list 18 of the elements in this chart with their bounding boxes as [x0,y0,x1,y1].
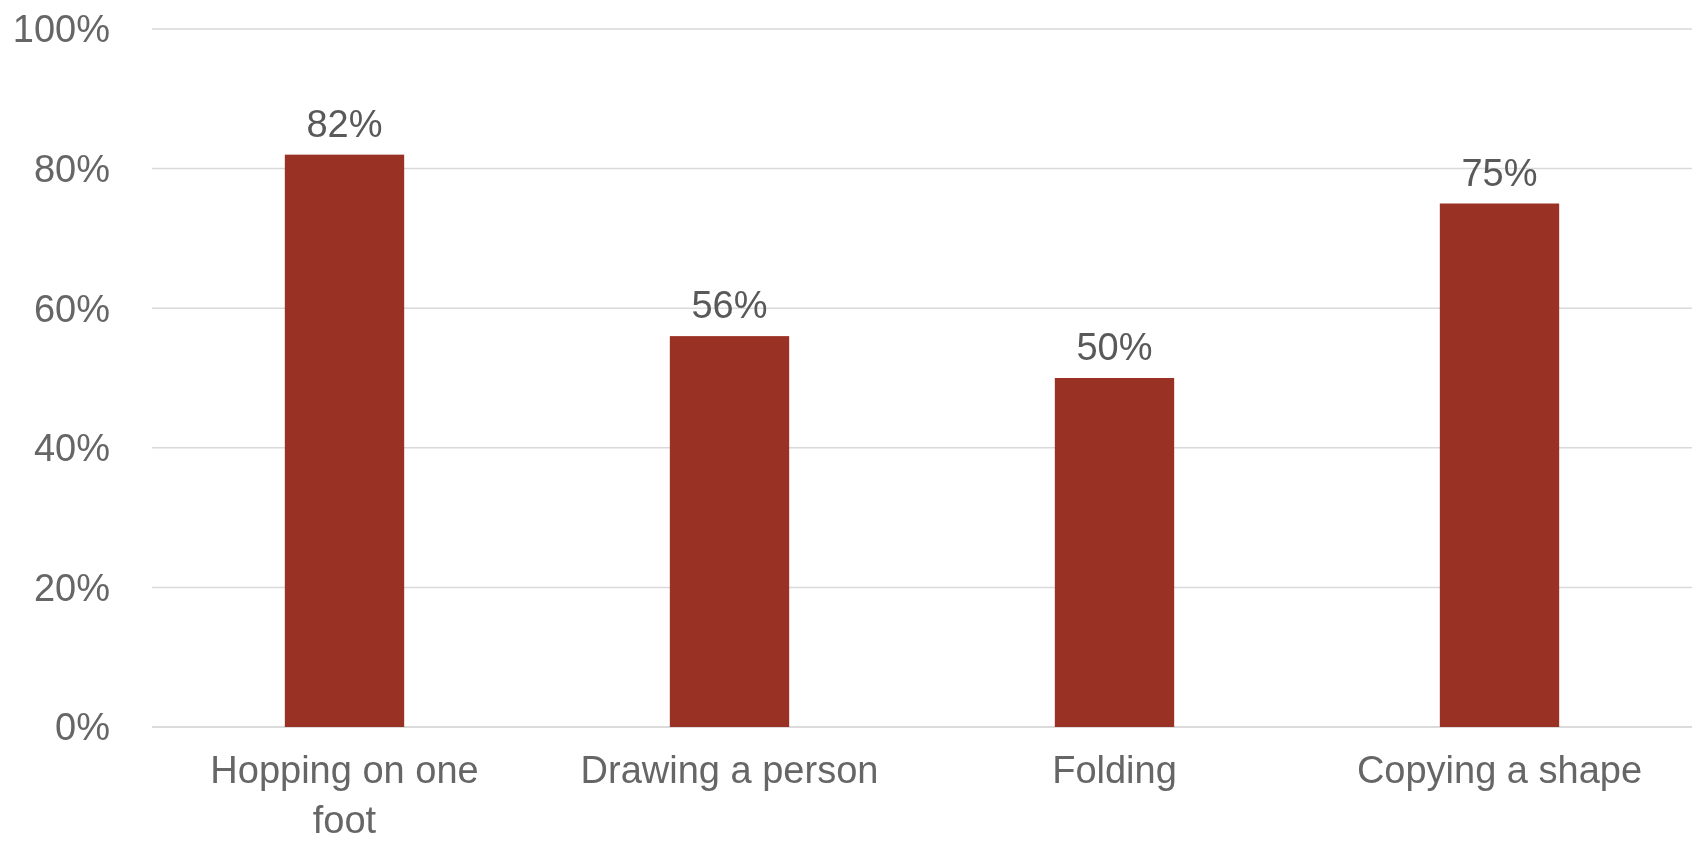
y-tick-label: 0% [55,706,110,749]
data-label: 50% [1076,326,1153,368]
bar [1439,203,1560,727]
y-tick-label: 40% [33,427,110,470]
data-label: 82% [306,102,383,145]
y-tick-label: 60% [33,287,110,330]
bar [284,154,405,727]
x-tick-label: Folding [1052,749,1177,791]
y-tick-label: 80% [33,147,110,190]
bar [1054,378,1175,727]
y-tick-label: 100% [12,8,110,51]
bar [669,336,790,727]
x-tick-label: Copying a shape [1356,749,1643,791]
data-label: 75% [1461,151,1538,194]
y-tick-label: 20% [33,566,110,609]
x-tick-label: Drawing a person [580,749,879,791]
data-label: 56% [691,284,768,327]
x-tick-label: Hopping on one foot [210,749,479,841]
